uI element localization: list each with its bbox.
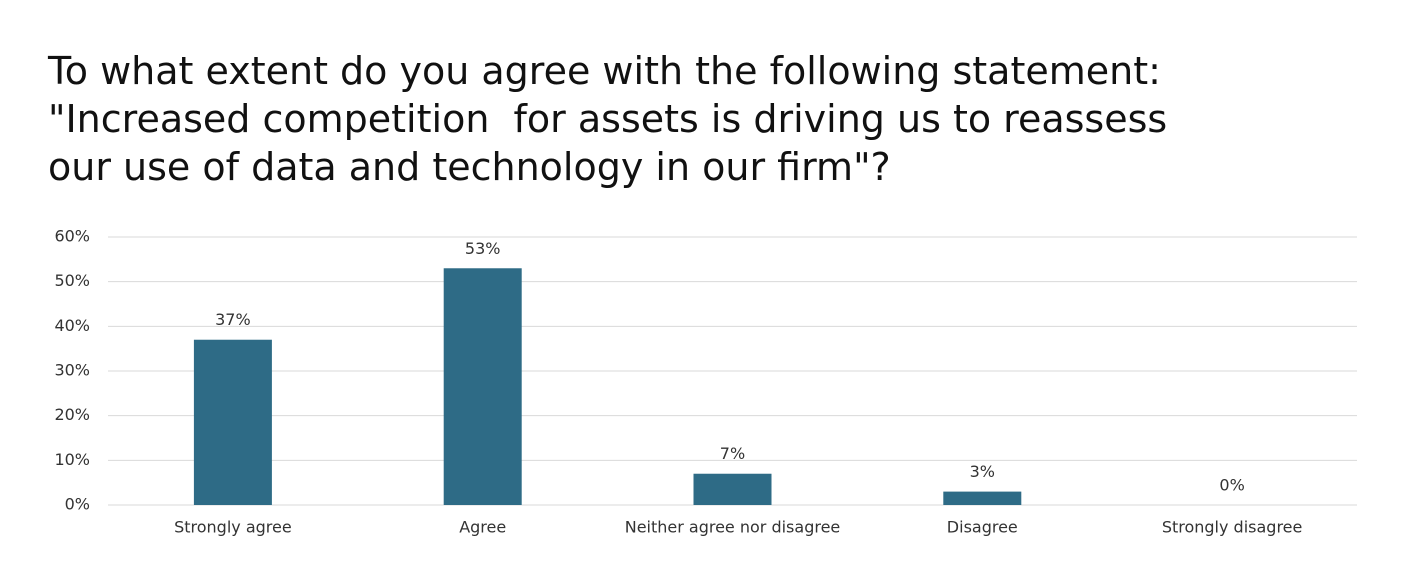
x-tick-label: Strongly disagree — [1162, 518, 1303, 537]
value-label: 37% — [215, 310, 251, 329]
chart-title: To what extent do you agree with the fol… — [47, 49, 1161, 93]
x-tick-label: Neither agree nor disagree — [625, 518, 841, 537]
chart-title: our use of data and technology in our fi… — [48, 145, 891, 189]
value-label: 0% — [1219, 476, 1244, 495]
y-tick-label: 30% — [54, 361, 90, 380]
bar — [943, 491, 1022, 505]
value-label: 3% — [970, 462, 995, 481]
chart-title: "Increased competition for assets is dri… — [48, 97, 1167, 141]
value-label: 53% — [465, 239, 501, 258]
y-tick-label: 20% — [54, 405, 90, 424]
x-tick-label: Strongly agree — [174, 518, 292, 537]
value-label: 7% — [720, 444, 745, 463]
bar — [693, 473, 772, 505]
bar — [443, 268, 522, 505]
bar — [193, 339, 272, 505]
y-tick-label: 60% — [54, 227, 90, 246]
y-tick-label: 40% — [54, 316, 90, 335]
y-tick-label: 50% — [54, 271, 90, 290]
y-tick-label: 10% — [54, 450, 90, 469]
x-tick-label: Agree — [459, 518, 506, 537]
y-tick-label: 0% — [65, 495, 90, 514]
x-tick-label: Disagree — [947, 518, 1018, 537]
